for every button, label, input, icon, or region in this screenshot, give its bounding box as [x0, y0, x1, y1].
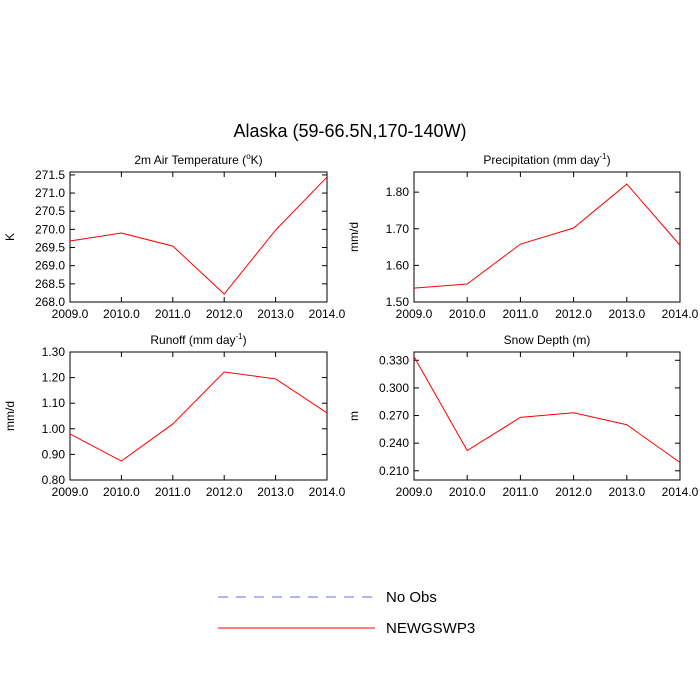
x-tick-label: 2010.0 [103, 307, 140, 321]
x-tick-label: 2013.0 [257, 307, 294, 321]
title-part: -1 [599, 152, 607, 161]
x-tick-label: 2010.0 [449, 307, 486, 321]
y-axis-label: mm/d [3, 401, 17, 431]
y-tick-label: 0.270 [379, 409, 409, 423]
y-tick-label: 0.300 [379, 381, 409, 395]
x-tick-label: 2012.0 [206, 307, 243, 321]
y-tick-label: 269.5 [35, 241, 65, 255]
y-tick-label: 1.50 [386, 295, 410, 309]
y-tick-label: 270.0 [35, 222, 65, 236]
title-part: o [246, 152, 251, 161]
y-tick-label: 0.210 [379, 464, 409, 478]
x-tick-label: 2009.0 [52, 307, 89, 321]
y-tick-label: 1.60 [386, 258, 410, 272]
title-part: 2m Air Temperature ( [134, 153, 246, 167]
plot-frame [69, 351, 328, 481]
x-tick-label: 2014.0 [309, 307, 346, 321]
x-tick-label: 2014.0 [662, 307, 699, 321]
legend-label: No Obs [386, 589, 437, 606]
x-tick-label: 2009.0 [52, 485, 89, 499]
y-tick-label: 1.70 [386, 222, 410, 236]
x-tick-label: 2011.0 [502, 485, 538, 499]
y-tick-label: 1.10 [42, 396, 66, 410]
y-tick-label: 271.5 [35, 168, 65, 182]
y-tick-label: 271.0 [35, 186, 65, 200]
x-tick-label: 2010.0 [103, 485, 140, 499]
panel-title: Runoff (mm day-1) [150, 332, 246, 347]
y-tick-label: 1.00 [42, 422, 66, 436]
y-tick-label: 0.330 [379, 353, 409, 367]
x-tick-label: 2013.0 [257, 485, 294, 499]
x-tick-label: 2011.0 [155, 307, 191, 321]
y-tick-label: 268.5 [35, 277, 65, 291]
title-part: Precipitation (mm day [483, 153, 599, 167]
x-tick-label: 2013.0 [608, 307, 645, 321]
plot-frame [413, 351, 681, 481]
panel-title: 2m Air Temperature (oK) [134, 152, 262, 167]
title-part: -1 [236, 332, 244, 341]
y-tick-label: 0.240 [379, 436, 409, 450]
x-tick-label: 2014.0 [662, 485, 699, 499]
y-tick-label: 0.90 [42, 447, 66, 461]
x-tick-label: 2012.0 [555, 307, 592, 321]
x-tick-label: 2013.0 [608, 485, 645, 499]
x-tick-label: 2009.0 [396, 485, 433, 499]
y-axis-label: m [347, 411, 361, 421]
plot-frame [413, 171, 681, 303]
panel-title: Snow Depth (m) [504, 333, 591, 347]
data-line [69, 371, 328, 462]
y-tick-label: 1.30 [42, 345, 66, 359]
x-tick-label: 2011.0 [155, 485, 191, 499]
x-tick-label: 2010.0 [449, 485, 486, 499]
data-line [69, 176, 328, 295]
x-tick-label: 2011.0 [502, 307, 538, 321]
x-tick-label: 2012.0 [555, 485, 592, 499]
title-part: ) [607, 153, 611, 167]
y-tick-label: 0.80 [42, 473, 66, 487]
y-tick-label: 1.80 [386, 185, 410, 199]
x-tick-label: 2009.0 [396, 307, 433, 321]
plot-frame [69, 171, 328, 303]
title-part: K) [251, 153, 263, 167]
x-tick-label: 2012.0 [206, 485, 243, 499]
y-tick-label: 269.0 [35, 259, 65, 273]
data-line [413, 356, 681, 463]
title-part: Snow Depth (m) [504, 333, 591, 347]
x-tick-label: 2014.0 [309, 485, 346, 499]
title-part: ) [243, 333, 247, 347]
panel-title: Precipitation (mm day-1) [483, 152, 610, 167]
data-line [413, 183, 681, 289]
y-axis-label: K [3, 233, 17, 241]
legend-label: NEWGSWP3 [386, 620, 475, 637]
title-part: Runoff (mm day [150, 333, 235, 347]
y-tick-label: 1.20 [42, 371, 66, 385]
y-tick-label: 270.5 [35, 204, 65, 218]
figure-title: Alaska (59-66.5N,170-140W) [233, 121, 466, 141]
y-tick-label: 268.0 [35, 295, 65, 309]
y-axis-label: mm/d [347, 222, 361, 252]
